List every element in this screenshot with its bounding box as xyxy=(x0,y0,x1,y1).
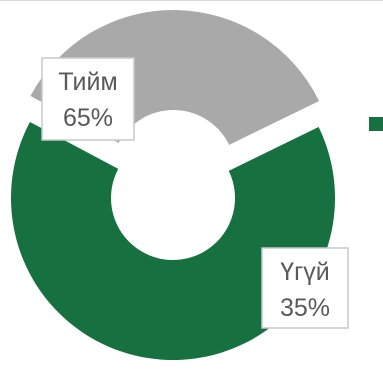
data-label-box xyxy=(261,247,349,329)
data-label-value: 35% xyxy=(280,294,330,322)
data-label-category: Үгүй xyxy=(280,258,330,286)
chart-legend xyxy=(369,117,383,131)
data-label-box xyxy=(41,57,135,141)
data-label-1: Тийм 65% xyxy=(41,57,135,141)
chart-data-labels: Тийм 65% Үгүй 35% xyxy=(41,57,349,329)
data-label-value: 65% xyxy=(63,104,113,132)
data-label-2: Үгүй 35% xyxy=(261,247,349,329)
data-label-category: Тийм xyxy=(58,68,117,96)
slice-1 xyxy=(10,121,335,361)
legend-marker-1 xyxy=(369,117,383,131)
